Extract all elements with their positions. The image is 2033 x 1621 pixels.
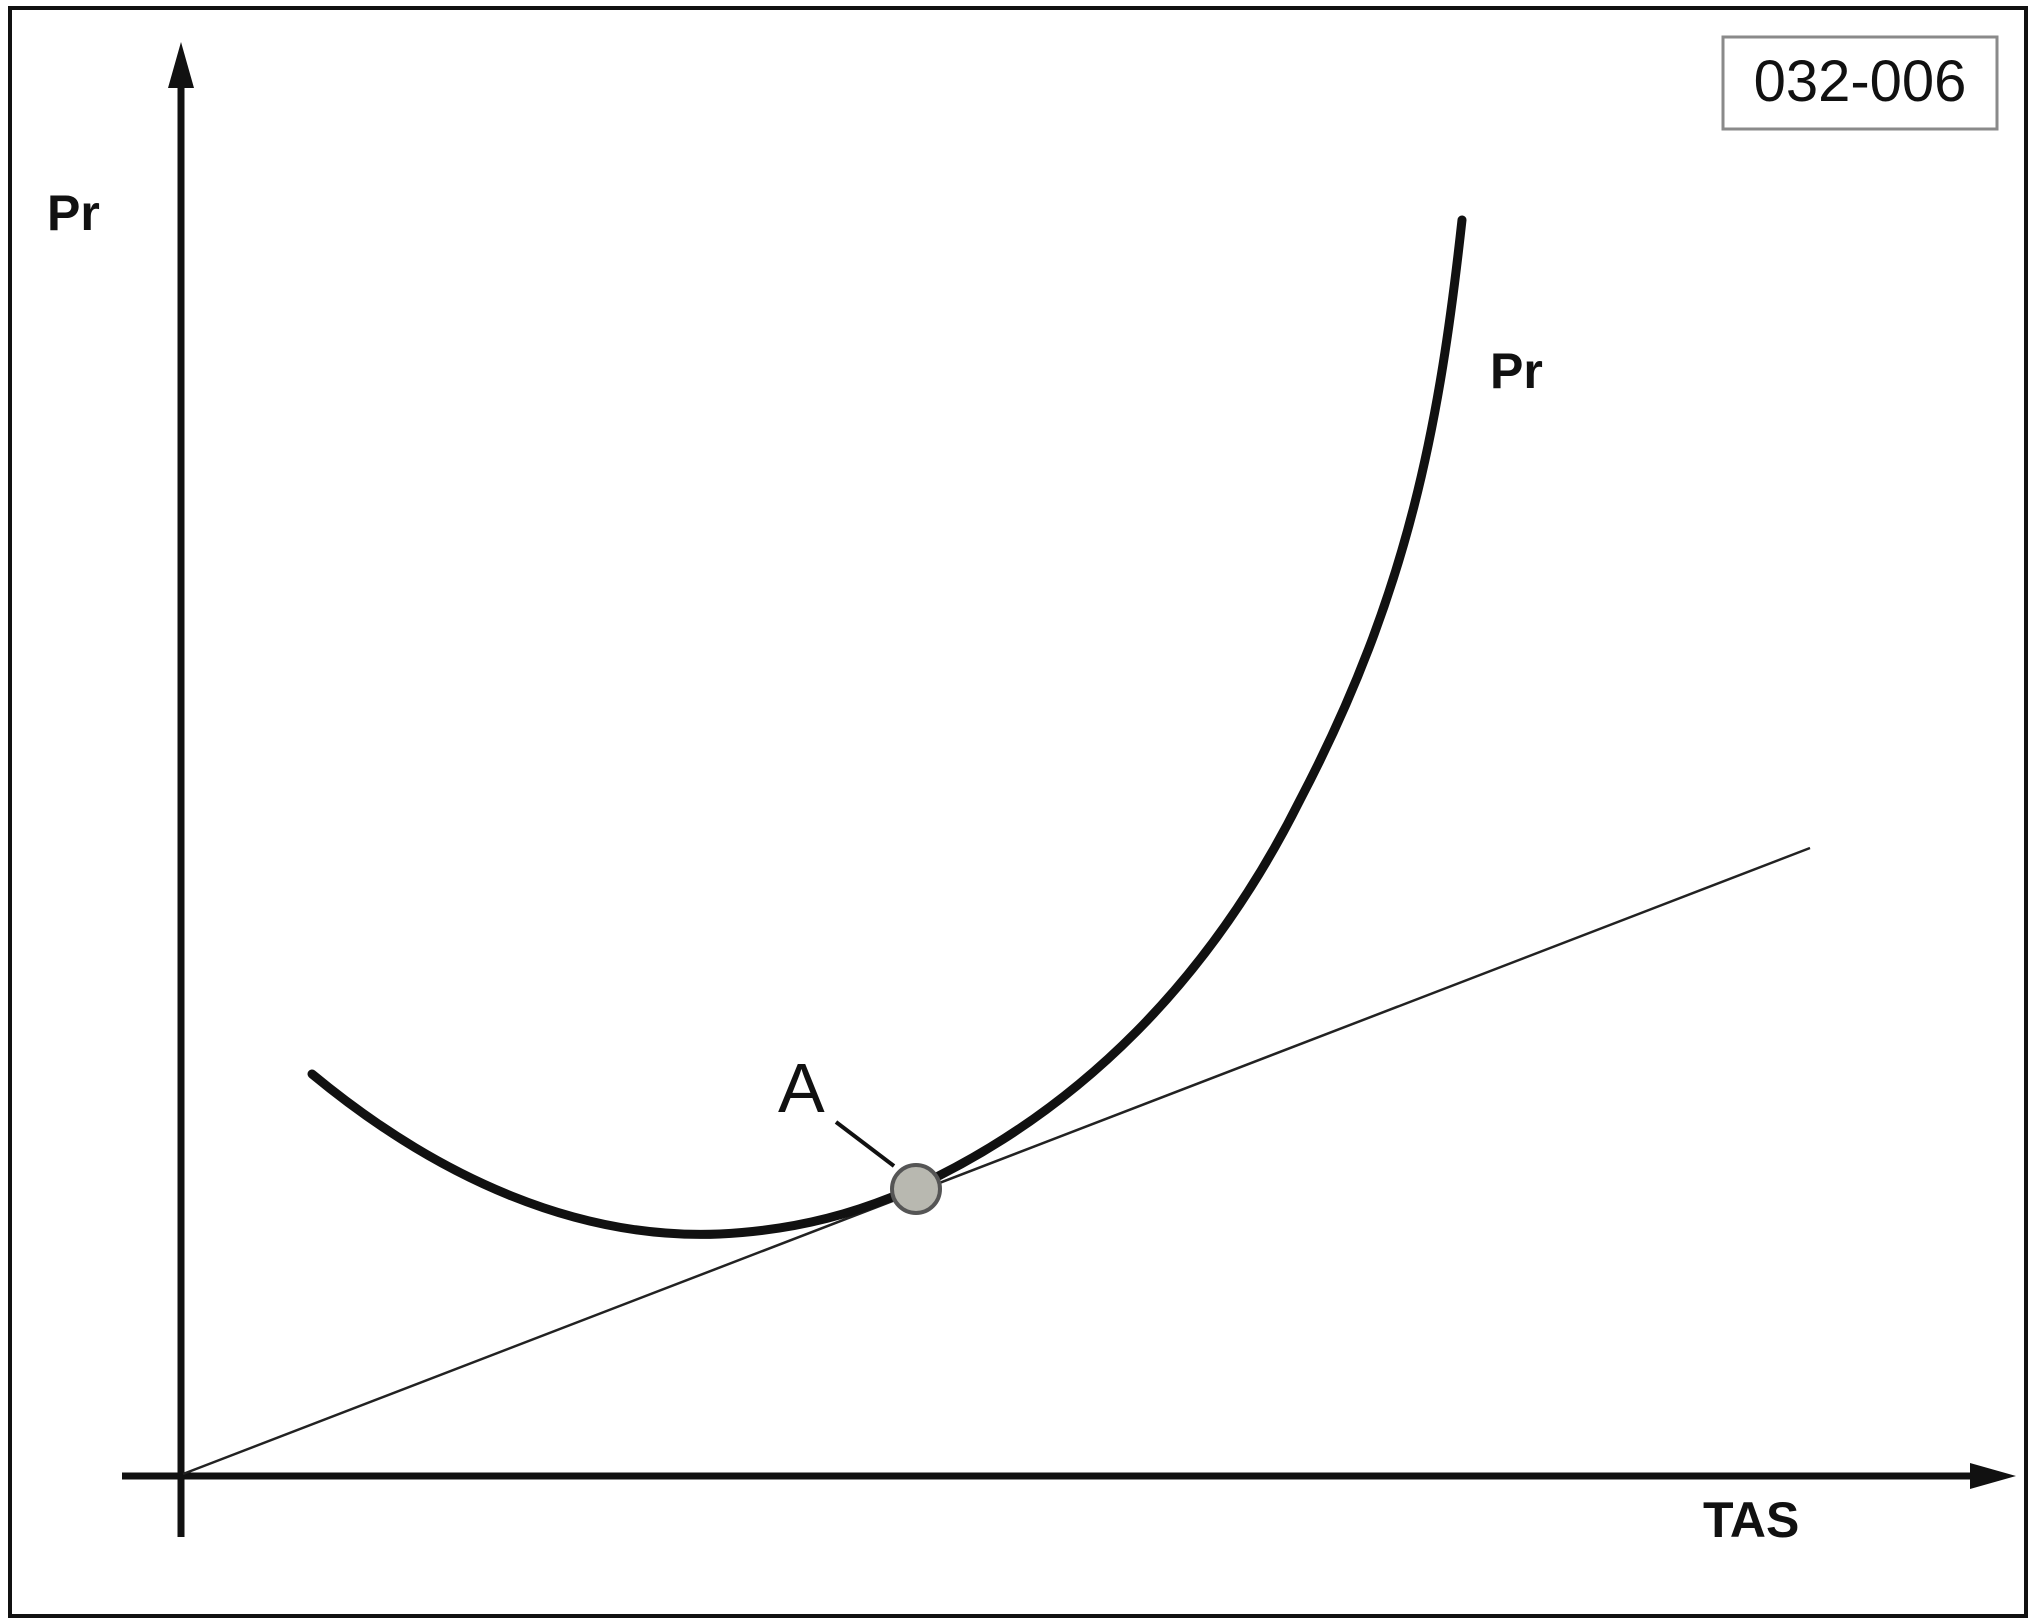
curve-label: Pr [1490, 343, 1543, 399]
tangent-line [182, 846, 1811, 1476]
x-axis-arrowhead [1970, 1463, 2016, 1489]
x-axis-label: TAS [1703, 1492, 1799, 1548]
y-axis-label: Pr [47, 185, 100, 241]
point-a-label: A [778, 1049, 825, 1127]
figure-frame [8, 6, 2028, 1618]
figure-code: 032-006 [1754, 49, 1967, 114]
point-a-leader [834, 1120, 896, 1168]
tangent-point-a [890, 1163, 942, 1215]
power-required-curve [307, 215, 1467, 1239]
y-axis-arrowhead [168, 42, 194, 88]
figure-code-box [1721, 35, 1999, 131]
